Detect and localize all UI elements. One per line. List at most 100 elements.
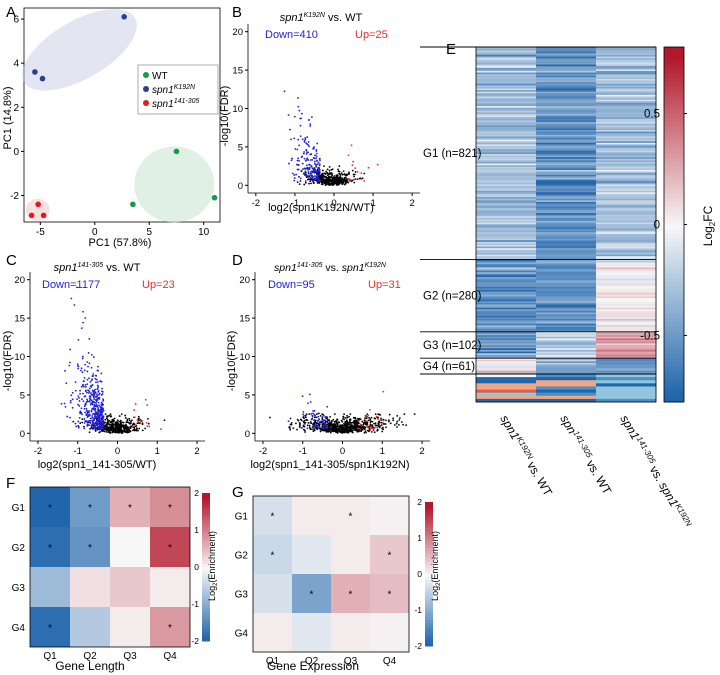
volcano-point <box>97 423 100 426</box>
panel-label-e: E <box>446 41 456 58</box>
heatmap-e-cell <box>596 327 657 329</box>
heatmap-e-cell <box>536 158 597 161</box>
heatmap-e-cell <box>536 112 597 115</box>
panel-label-a: A <box>6 4 16 21</box>
volcano-point <box>134 424 137 427</box>
heatmap-e-cell <box>596 99 657 102</box>
volcano-point <box>328 166 331 168</box>
row-label: G1 <box>12 503 26 514</box>
colorbar-e-step <box>664 393 684 399</box>
volcano-point <box>95 396 97 399</box>
heatmap-e-cell <box>536 91 597 94</box>
heatmap-e-cell <box>476 380 537 384</box>
volcano-point <box>90 354 93 356</box>
heatmap-e-cell <box>476 248 537 251</box>
heatmap-e-cell <box>536 193 597 196</box>
colorbar-step <box>425 504 433 509</box>
volcano-point <box>318 182 320 184</box>
volcano-point <box>93 422 96 425</box>
volcano-point <box>387 419 390 422</box>
volcano-point <box>116 425 119 428</box>
volcano-point <box>367 414 370 417</box>
volcano-point <box>313 428 316 430</box>
colorbar-e-step <box>664 339 684 345</box>
volcano-point <box>302 410 305 413</box>
heatmap-e-cell <box>596 115 657 118</box>
heatmap-e-cell <box>536 147 597 150</box>
heatmap-e-cell <box>476 369 537 372</box>
colorbar-step <box>202 546 210 550</box>
heatmap-e-cell <box>536 278 597 281</box>
pca-y-tick-label: 6 <box>13 15 19 26</box>
heatmap-e-cell <box>596 320 657 323</box>
volcano-point <box>98 421 101 424</box>
heatmap-e-cell <box>536 356 597 359</box>
volcano-point <box>346 180 349 183</box>
volcano-point <box>300 112 303 115</box>
volcano-point <box>352 429 354 432</box>
heatmap-e-cell <box>596 90 657 93</box>
colorbar-e-step <box>664 211 684 217</box>
heatmap-e-cell <box>476 102 537 105</box>
volcano-point <box>120 422 122 425</box>
volcano-point <box>382 428 385 431</box>
pca-legend: WT spn1K192N spn1141-305 <box>137 64 219 115</box>
heatmap-e-cell <box>536 75 597 78</box>
legend-k192n-marker <box>143 86 149 92</box>
volcano-point <box>302 428 305 431</box>
heatmap-e-cell <box>476 294 537 297</box>
volcano-point <box>84 395 87 397</box>
volcano-point <box>352 173 355 176</box>
heatmap-e-cell <box>536 165 597 168</box>
volcano-point <box>81 398 83 401</box>
heatmap-e-cell <box>596 374 657 378</box>
volcano-point <box>292 427 295 430</box>
heatmap-e-cell <box>476 251 537 254</box>
heatmap-e-cell <box>596 351 657 354</box>
volcano-point <box>315 173 318 176</box>
heatmap-e-cell <box>596 88 657 91</box>
volcano-point <box>309 420 312 423</box>
volcano-point <box>341 431 344 433</box>
heatmap-e-cell <box>536 269 597 271</box>
heatmap-e-cell <box>536 104 597 107</box>
volcano-point <box>361 420 364 423</box>
volcano-point <box>343 183 346 186</box>
heatmap-e-cell <box>476 364 537 367</box>
volcano-point <box>108 423 111 426</box>
colorbar-step <box>202 510 210 515</box>
heatmap-e-cell <box>536 317 597 320</box>
volcano-point <box>126 428 128 431</box>
volcano-point <box>305 174 308 177</box>
volcano-point <box>328 169 331 172</box>
volcano-point <box>312 147 314 150</box>
volcano-point <box>378 413 380 416</box>
heatmap-e-cell <box>596 364 657 367</box>
volcano-point <box>291 157 294 160</box>
heatmap-e-cell <box>596 323 657 326</box>
heatmap-e-cell <box>596 262 657 265</box>
volcano-point <box>336 418 339 421</box>
heatmap-e-cell <box>476 50 537 53</box>
heatmap-e-cell <box>476 106 537 108</box>
volcano-point <box>124 427 127 430</box>
volcano-point <box>77 395 80 397</box>
heatmap-e-cell <box>536 225 597 228</box>
heatmap-e-cell <box>476 157 537 160</box>
colorbar-step <box>425 611 433 615</box>
enrichment-cell <box>70 487 110 527</box>
volcano-point <box>87 415 90 417</box>
volcano-point <box>357 422 360 425</box>
volcano-point <box>321 427 324 429</box>
volcano-point <box>269 416 271 419</box>
heatmap-e-cell <box>476 86 537 89</box>
heatmap-e-cell <box>596 205 657 207</box>
volcano-point <box>361 427 364 429</box>
y-tick-label: 0 <box>20 429 25 440</box>
colorbar-step <box>425 631 433 635</box>
colorbar-step <box>202 531 210 535</box>
volcano-point <box>139 421 142 424</box>
volcano-point <box>367 166 370 169</box>
volcano-point <box>315 416 318 419</box>
volcano-point <box>117 428 119 431</box>
